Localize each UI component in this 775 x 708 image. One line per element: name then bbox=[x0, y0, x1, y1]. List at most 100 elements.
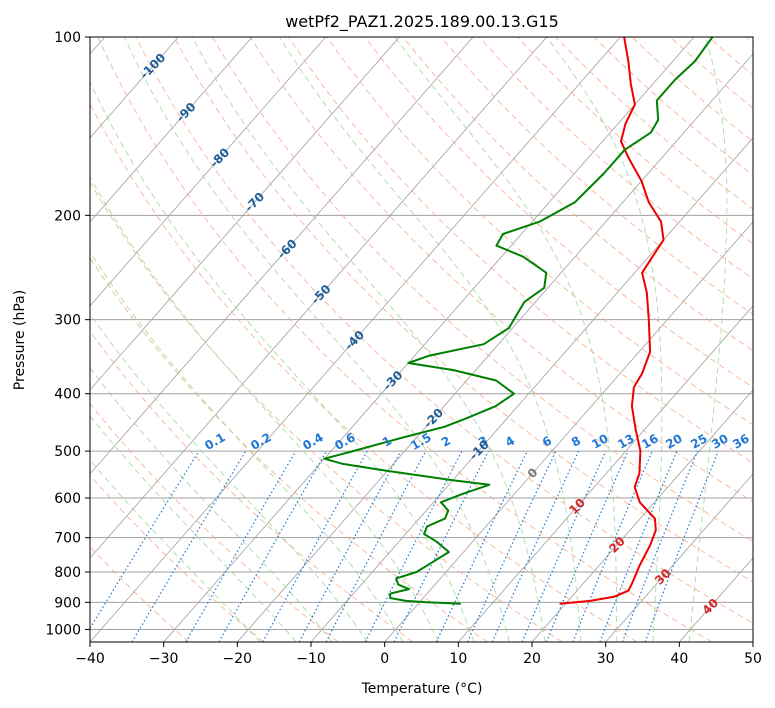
x-tick-label: 20 bbox=[523, 651, 541, 667]
mixing-ratio-line bbox=[572, 450, 653, 642]
mixing-ratio-label: 0.4 bbox=[300, 430, 325, 453]
mixing-ratio-line bbox=[325, 450, 427, 642]
mixing-ratio-line bbox=[364, 450, 463, 642]
y-tick-label: 100 bbox=[54, 30, 81, 46]
mixing-ratio-line bbox=[491, 450, 580, 642]
moist-adiabat-line bbox=[191, 37, 546, 642]
isotherm-line bbox=[752, 641, 753, 642]
moist-adiabat-line bbox=[688, 37, 728, 642]
x-tick-label: −10 bbox=[296, 651, 326, 667]
isotherm-label: 30 bbox=[652, 566, 674, 588]
isotherm-line bbox=[384, 221, 753, 642]
mixing-ratio-line bbox=[90, 450, 200, 630]
mixing-ratio-label: 2 bbox=[439, 433, 453, 449]
moist-adiabat-line bbox=[90, 176, 439, 642]
mixing-ratio-line bbox=[218, 450, 328, 642]
isotherm-line bbox=[90, 37, 253, 223]
line-labels: 0.1 0.2 0.4 0.6 1 1.5 2 3 4 6 8 10 13 16 20 25 30 36-100-… bbox=[137, 51, 751, 618]
dry-adiabat-line bbox=[90, 546, 190, 642]
mixing-ratio-label: 16 bbox=[639, 431, 660, 451]
y-tick-label: 700 bbox=[54, 531, 81, 547]
mixing-ratio-label: 20 bbox=[663, 431, 684, 451]
mixing-ratio-label: 30 bbox=[709, 431, 730, 451]
y-tick-label: 1000 bbox=[45, 622, 81, 638]
dry-adiabat-line bbox=[90, 102, 638, 642]
background-lines bbox=[90, 37, 753, 642]
dry-adiabat-line bbox=[211, 37, 753, 542]
mixing-ratio-label: 13 bbox=[615, 431, 636, 451]
isotherm-line bbox=[90, 37, 548, 559]
isotherm-label: 40 bbox=[700, 596, 722, 618]
mixing-ratio-line bbox=[185, 450, 297, 642]
profile-lines bbox=[323, 37, 714, 605]
temperature-profile-line bbox=[559, 37, 665, 605]
y-tick-label: 600 bbox=[54, 491, 81, 507]
isotherm-label: -60 bbox=[275, 236, 300, 261]
dry-adiabat-line bbox=[90, 474, 264, 642]
y-tick-label: 900 bbox=[54, 595, 81, 611]
mixing-ratio-label: 36 bbox=[730, 431, 751, 451]
x-axis-label: Temperature (°C) bbox=[361, 681, 483, 697]
mixing-ratio-line bbox=[599, 450, 678, 642]
dry-adiabat-line bbox=[326, 37, 753, 426]
dry-adiabat-line bbox=[593, 37, 753, 176]
moist-adiabat-line bbox=[90, 366, 333, 642]
dry-adiabat-line bbox=[90, 330, 414, 642]
moist-adiabat-line bbox=[546, 37, 663, 642]
dry-adiabat-line bbox=[90, 181, 563, 642]
moist-adiabat-line bbox=[124, 37, 510, 642]
isotherm-line bbox=[531, 389, 753, 642]
isotherm-label: -80 bbox=[207, 145, 232, 170]
x-tick-label: 50 bbox=[744, 651, 762, 667]
mixing-ratio-label: 1 bbox=[380, 433, 394, 449]
x-tick-label: 10 bbox=[449, 651, 467, 667]
mixing-ratio-label: 6 bbox=[540, 433, 554, 449]
x-tick-label: −30 bbox=[149, 651, 179, 667]
isotherm-line bbox=[605, 473, 753, 642]
axes: −40 −30 −20 −10 0 10 20 30 40 5010020030040050060… bbox=[45, 30, 762, 667]
y-axis-label: Pressure (hPa) bbox=[12, 290, 28, 390]
isotherm-line bbox=[90, 37, 474, 475]
mixing-ratio-line bbox=[545, 450, 629, 642]
mixing-ratio-line bbox=[521, 450, 607, 642]
dry-adiabat-line bbox=[707, 37, 753, 76]
dry-adiabat-line bbox=[135, 37, 753, 624]
moist-adiabat-line bbox=[90, 80, 475, 642]
x-tick-label: 40 bbox=[670, 651, 688, 667]
x-tick-label: 30 bbox=[597, 651, 615, 667]
isotherm-label: 0 bbox=[525, 465, 541, 481]
isotherm-line bbox=[458, 305, 753, 642]
mixing-ratio-label: 25 bbox=[688, 431, 709, 451]
dry-adiabat-line bbox=[97, 37, 712, 642]
mixing-ratio-line bbox=[621, 450, 699, 642]
isotherm-label: -50 bbox=[308, 282, 333, 307]
isotherm-line bbox=[310, 137, 753, 642]
mixing-ratio-line bbox=[298, 450, 402, 642]
mixing-ratio-label: 4 bbox=[503, 433, 517, 449]
isotherm-line bbox=[163, 37, 695, 642]
dry-adiabat-line bbox=[90, 402, 339, 642]
y-tick-label: 200 bbox=[54, 208, 81, 224]
x-tick-label: 0 bbox=[380, 651, 389, 667]
moist-adiabat-line bbox=[90, 250, 404, 642]
x-tick-label: −20 bbox=[223, 651, 253, 667]
y-tick-label: 800 bbox=[54, 565, 81, 581]
isotherm-label: -100 bbox=[137, 51, 168, 82]
mixing-ratio-label: 0.2 bbox=[248, 430, 273, 453]
dry-adiabat-line bbox=[173, 37, 753, 583]
chart-title: wetPf2_PAZ1.2025.189.00.13.G15 bbox=[285, 12, 559, 32]
isotherm-label: -40 bbox=[342, 328, 367, 353]
mixing-ratio-line bbox=[262, 450, 368, 642]
mixing-ratio-line bbox=[393, 450, 490, 642]
dry-adiabat-line bbox=[364, 37, 753, 388]
mixing-ratio-label: 10 bbox=[589, 431, 610, 451]
isotherm-line bbox=[237, 53, 753, 642]
mixing-ratio-label: 8 bbox=[569, 433, 583, 449]
moist-adiabat-line bbox=[278, 37, 582, 642]
moist-adiabat-line bbox=[394, 37, 618, 642]
y-tick-label: 500 bbox=[54, 444, 81, 460]
dry-adiabat-line bbox=[288, 37, 753, 464]
isotherm-line bbox=[90, 37, 621, 642]
dry-adiabat-line bbox=[746, 37, 753, 44]
